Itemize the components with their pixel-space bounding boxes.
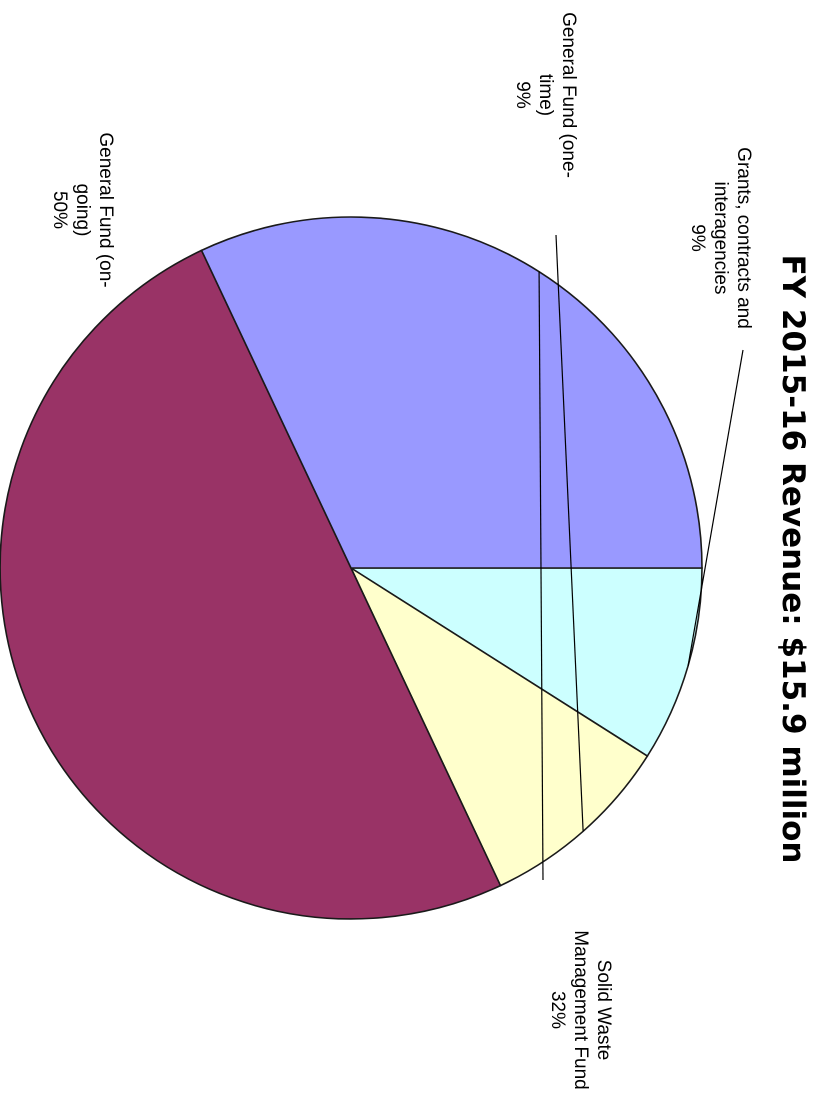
slice-labels: Grants, contracts andinteragencies9%Gene… <box>49 12 754 1090</box>
slice-label-line: Management Fund <box>570 930 591 1090</box>
slice-label-grants-contracts-and: Grants, contracts andinteragencies9% <box>687 147 754 329</box>
pie-slice-solid-waste <box>200 216 703 569</box>
slice-label-general-fund-one: General Fund (one-time)9% <box>512 12 579 178</box>
slice-label-line: going) <box>72 184 93 237</box>
slice-label-line: interagencies <box>710 181 731 294</box>
slice-label-line: General Fund (on- <box>95 132 116 287</box>
chart-title: FY 2015-16 Revenue: $15.9 million <box>775 255 811 864</box>
slice-label-line: time) <box>535 74 556 116</box>
slice-label-line: 9% <box>512 81 533 109</box>
slice-label-line: 32% <box>547 991 568 1029</box>
leader-lines <box>538 234 744 881</box>
slice-label-line: Solid Waste <box>593 960 614 1061</box>
slice-label-general-fund-on: General Fund (on-going)50% <box>49 132 116 287</box>
slice-label-line: General Fund (one- <box>558 12 579 178</box>
pie-slices <box>0 216 703 920</box>
slice-label-line: 9% <box>687 224 708 252</box>
slice-label-line: Grants, contracts and <box>733 147 754 329</box>
slice-label-line: 50% <box>49 191 70 229</box>
pie-slice-general-fund-on <box>0 249 502 920</box>
leader-line-grants-contracts-and <box>687 349 744 667</box>
leader-line-solid-waste <box>538 271 544 881</box>
slice-label-solid-waste: Solid WasteManagement Fund32% <box>547 930 614 1090</box>
leader-line-general-fund-one <box>555 234 584 832</box>
